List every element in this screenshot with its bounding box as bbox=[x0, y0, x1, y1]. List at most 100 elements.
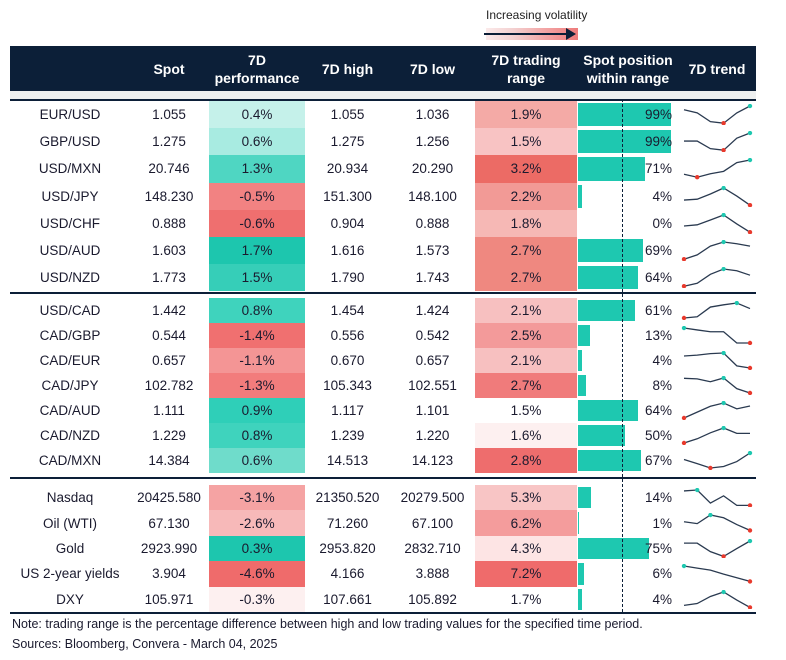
spot-value: 20425.580 bbox=[137, 490, 201, 506]
trend-line bbox=[683, 452, 750, 469]
table-row: GBP/USD 1.275 0.6% 1.275 1.256 1.5% 99% bbox=[10, 128, 756, 156]
table-row: USD/NZD 1.773 1.5% 1.790 1.743 2.7% 64% bbox=[10, 264, 756, 292]
trading-range-value: 2.7% bbox=[475, 373, 577, 398]
spot-position-bar bbox=[578, 157, 645, 181]
spot-value: 1.055 bbox=[152, 107, 186, 123]
high-value: 1.454 bbox=[330, 303, 365, 318]
low-value: 1.424 bbox=[415, 303, 450, 318]
header-range: 7D trading range bbox=[491, 51, 561, 86]
spot-position-bar bbox=[578, 350, 582, 371]
trading-range-value: 2.1% bbox=[475, 298, 577, 323]
spot-position-cell: 4% bbox=[578, 587, 672, 612]
trend-max-point bbox=[720, 185, 726, 190]
spot-position-cell: 69% bbox=[578, 237, 672, 264]
trading-range-value: 1.8% bbox=[475, 209, 577, 237]
spot-position-label: 6% bbox=[652, 566, 672, 582]
trend-cell bbox=[677, 485, 756, 510]
trend-max-point bbox=[720, 351, 726, 356]
trend-min-point bbox=[681, 284, 686, 289]
spot-value: 1.603 bbox=[152, 243, 186, 259]
row-label: USD/NZD bbox=[40, 270, 100, 286]
performance-value: 0.8% bbox=[209, 423, 305, 448]
spot-position-cell: 4% bbox=[578, 348, 672, 373]
trend-min-point bbox=[681, 256, 686, 262]
row-label: USD/CAD bbox=[39, 303, 101, 318]
trend-min-point bbox=[694, 175, 699, 180]
divider bbox=[10, 612, 756, 614]
trend-sparkline bbox=[681, 239, 750, 262]
spot-position-label: 8% bbox=[652, 378, 672, 393]
spot-position-label: 67% bbox=[644, 453, 672, 468]
spot-position-bar bbox=[578, 238, 643, 263]
table-row: CAD/GBP 0.544 -1.4% 0.556 0.542 2.5% 13% bbox=[10, 323, 756, 348]
low-value: 2832.710 bbox=[404, 540, 461, 556]
spot-position-label: 14% bbox=[644, 490, 672, 506]
spot-position-bar bbox=[578, 130, 672, 154]
spot-position-bar bbox=[578, 563, 584, 585]
trend-line bbox=[683, 565, 750, 583]
trend-cell bbox=[677, 398, 756, 423]
table-row: USD/MXN 20.746 1.3% 20.934 20.290 3.2% 71% bbox=[10, 155, 756, 183]
trend-sparkline bbox=[681, 301, 750, 320]
trend-cell bbox=[677, 183, 756, 210]
high-value: 21350.520 bbox=[315, 490, 380, 506]
trend-line bbox=[683, 186, 750, 206]
trading-range-value: 7.2% bbox=[475, 561, 577, 587]
table-header: Spot 7D performance 7D high 7D low 7D tr… bbox=[10, 46, 756, 91]
trend-sparkline bbox=[683, 185, 752, 207]
trend-line bbox=[683, 105, 750, 124]
table-row: USD/CHF 0.888 -0.6% 0.904 0.888 1.8% 0% bbox=[10, 209, 756, 237]
trading-range-value: 1.9% bbox=[475, 101, 577, 129]
trading-range-value: 2.5% bbox=[475, 323, 577, 348]
spot-position-cell: 67% bbox=[578, 448, 672, 473]
spot-position-label: 0% bbox=[652, 215, 672, 231]
trading-range-value: 2.2% bbox=[475, 182, 577, 210]
row-label: USD/CHF bbox=[40, 215, 100, 231]
spot-position-cell: 64% bbox=[578, 398, 672, 423]
performance-value: -4.6% bbox=[209, 561, 305, 587]
row-label: CAD/EUR bbox=[39, 353, 101, 368]
table-row: DXY 105.971 -0.3% 107.661 105.892 1.7% 4% bbox=[10, 586, 756, 612]
spot-position-label: 71% bbox=[644, 161, 672, 177]
spot-position-label: 64% bbox=[644, 403, 672, 418]
spot-value: 1.442 bbox=[152, 303, 186, 318]
divider bbox=[10, 292, 756, 294]
trading-range-value: 1.5% bbox=[475, 128, 577, 156]
high-value: 1.239 bbox=[330, 428, 365, 443]
header-low: 7D low bbox=[409, 60, 456, 77]
trend-line bbox=[683, 159, 750, 179]
volatility-legend: Increasing volatility bbox=[484, 8, 596, 40]
trend-cell bbox=[677, 237, 756, 264]
volatility-gradient bbox=[484, 28, 578, 40]
trend-line bbox=[683, 427, 750, 444]
spot-position-bar bbox=[578, 588, 582, 610]
row-label: EUR/USD bbox=[39, 107, 101, 123]
spot-position-label: 99% bbox=[644, 134, 672, 150]
spot-position-cell: 50% bbox=[578, 423, 672, 448]
spot-value: 148.230 bbox=[144, 188, 194, 204]
row-label: GBP/USD bbox=[39, 134, 101, 150]
spot-position-label: 69% bbox=[644, 243, 672, 259]
performance-value: -0.3% bbox=[209, 586, 305, 612]
trend-min-point bbox=[681, 440, 686, 445]
trend-min-point bbox=[747, 390, 752, 395]
trading-range-value: 2.7% bbox=[475, 264, 577, 292]
trend-cell bbox=[677, 298, 756, 323]
trend-min-point bbox=[747, 579, 752, 584]
spot-value: 67.130 bbox=[148, 515, 190, 531]
trend-max-point bbox=[720, 589, 726, 594]
spot-position-bar bbox=[578, 266, 639, 290]
spot-position-bar bbox=[578, 537, 649, 560]
spot-position-cell: 75% bbox=[578, 536, 672, 561]
spot-position-cell: 1% bbox=[578, 510, 672, 535]
spot-value: 20.746 bbox=[148, 161, 190, 177]
low-value: 102.551 bbox=[408, 378, 457, 393]
trend-sparkline bbox=[683, 158, 752, 180]
trend-sparkline bbox=[683, 451, 752, 470]
performance-value: 1.5% bbox=[209, 264, 305, 292]
trend-min-point bbox=[747, 365, 752, 370]
table-row: CAD/MXN 14.384 0.6% 14.513 14.123 2.8% 67% bbox=[10, 448, 756, 473]
spot-position-cell: 99% bbox=[578, 128, 672, 155]
table-row: Nasdaq 20425.580 -3.1% 21350.520 20279.500 5.… bbox=[10, 485, 756, 511]
trend-cell bbox=[677, 536, 756, 561]
